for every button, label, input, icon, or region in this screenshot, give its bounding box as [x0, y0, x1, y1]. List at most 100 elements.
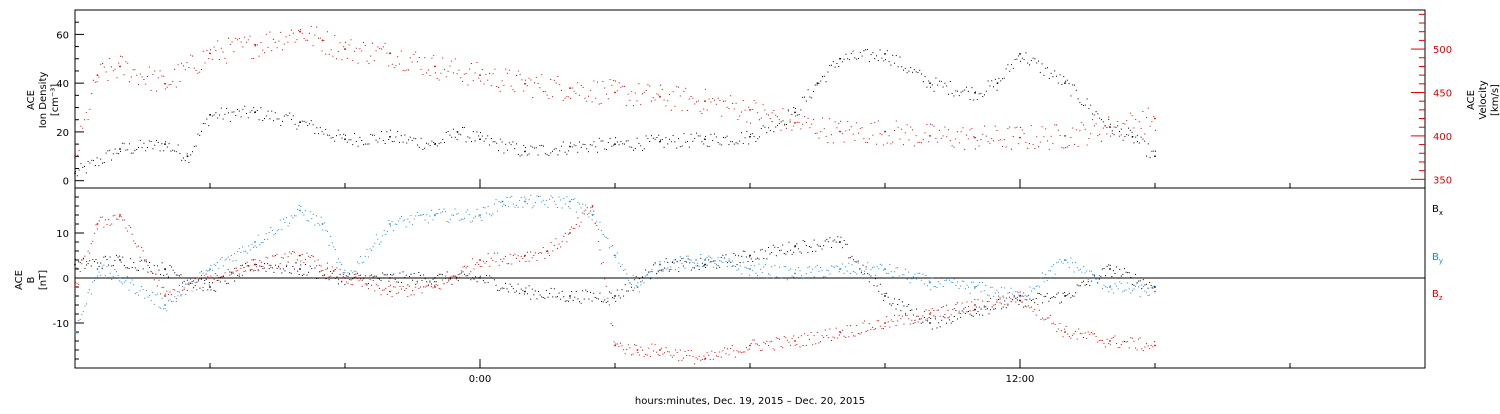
velocity-point [755, 102, 757, 104]
bx-point [482, 280, 484, 282]
density-point [676, 147, 678, 149]
bz-point [374, 290, 376, 292]
density-point [749, 135, 751, 138]
bz-point [545, 251, 547, 253]
velocity-point [93, 79, 94, 81]
bx-point [703, 264, 705, 266]
bz-point [760, 349, 762, 351]
bz-point [838, 334, 840, 336]
by-point [878, 268, 880, 270]
bx-point [287, 261, 289, 263]
velocity-point [822, 117, 823, 119]
velocity-point [1005, 146, 1007, 148]
bz-point [741, 352, 743, 354]
bz-point [438, 288, 440, 290]
bz-point [676, 352, 678, 354]
by-point [1122, 291, 1124, 293]
bz-point [106, 223, 108, 225]
bx-point [842, 247, 844, 249]
bz-point [630, 354, 632, 356]
bx-point [791, 253, 793, 255]
density-point [1009, 70, 1011, 72]
top-right-ylabel-line1: ACE [1466, 90, 1477, 110]
bx-point [421, 279, 423, 281]
velocity-point [624, 85, 625, 87]
bx-point [297, 270, 299, 272]
density-point [872, 52, 874, 54]
velocity-point [201, 69, 202, 71]
by-point [423, 213, 425, 215]
bz-point [141, 246, 143, 248]
bx-point [936, 327, 938, 329]
velocity-point [629, 99, 631, 101]
bx-point [864, 273, 866, 275]
bx-point [569, 295, 571, 297]
density-point [265, 115, 267, 117]
bz-point [1125, 341, 1127, 343]
by-point [733, 265, 735, 267]
bx-point [753, 251, 755, 253]
by-point [500, 201, 502, 203]
density-point [607, 142, 609, 144]
by-point [475, 215, 477, 217]
by-point [774, 265, 776, 267]
by-point [185, 293, 187, 295]
velocity-point [575, 92, 577, 94]
bz-point [115, 218, 117, 220]
velocity-point [850, 126, 852, 128]
density-point [80, 163, 82, 165]
density-point [728, 144, 730, 146]
bz-point [550, 242, 552, 244]
bx-point [630, 286, 632, 288]
by-point [608, 247, 610, 249]
density-point [352, 144, 354, 146]
bx-point [890, 304, 892, 306]
density-point [1027, 62, 1029, 64]
by-point [497, 210, 499, 212]
bz-point [301, 254, 303, 256]
density-point [262, 120, 264, 122]
by-point [993, 295, 995, 297]
bx-point [983, 306, 985, 308]
by-point [115, 271, 117, 273]
bx-point [756, 257, 758, 259]
bz-point [769, 341, 771, 343]
density-point [129, 143, 130, 145]
by-point [1141, 284, 1143, 286]
bz-point [786, 339, 788, 341]
bx-point [462, 271, 464, 273]
density-point [660, 139, 661, 141]
bz-point [134, 243, 136, 245]
bx-point [742, 250, 744, 252]
bx-point [824, 240, 826, 242]
bx-point [109, 256, 111, 258]
velocity-point [184, 69, 186, 71]
velocity-point [573, 90, 575, 92]
bz-point [1054, 324, 1056, 326]
bz-point [133, 240, 135, 242]
bz-point [512, 254, 514, 256]
density-point [714, 133, 715, 135]
bz-point [1081, 333, 1083, 335]
bz-point [443, 283, 445, 285]
bx-point [727, 262, 729, 264]
bz-point [352, 284, 354, 286]
density-point [359, 136, 361, 138]
bx-point [497, 289, 499, 291]
density-point [750, 133, 751, 135]
bx-point [432, 278, 434, 280]
density-point [415, 138, 417, 140]
bx-point [1105, 275, 1107, 277]
bx-point [945, 322, 947, 324]
density-point [1072, 84, 1074, 86]
by-point [186, 283, 188, 285]
density-point [1108, 118, 1110, 120]
by-point [209, 268, 211, 270]
by-point [676, 261, 678, 263]
density-point [553, 148, 555, 150]
by-point [440, 212, 442, 214]
bx-point [128, 267, 130, 269]
by-point [286, 216, 288, 218]
bx-point [993, 308, 995, 310]
density-point [337, 129, 339, 131]
